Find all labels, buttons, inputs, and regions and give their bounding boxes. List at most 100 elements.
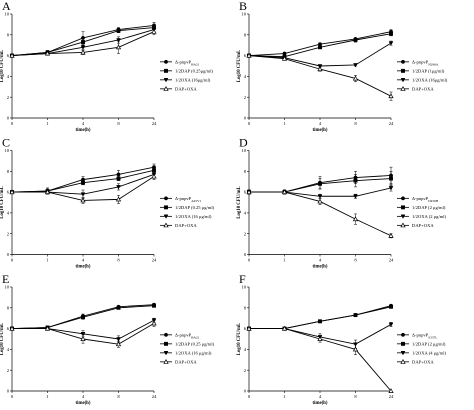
data-point [352,75,359,81]
legend-label-subscript: D456H [428,199,439,203]
legend-marker [164,205,168,210]
x-axis-label: time(h) [76,265,91,270]
data-point [116,337,121,342]
legend-label-subscript: S337L [428,335,437,339]
data-point [44,325,51,331]
x-tick-label: 8 [117,394,120,399]
legend-label: DAP+OXA [175,86,197,91]
legend-label-subscript: A45V1 [191,199,201,203]
legend-label: 1/2OXA (16 μg/ml) [175,350,212,355]
x-axis-label: time(h) [76,128,91,133]
x-tick-label: 8 [354,258,357,263]
data-point [388,186,394,191]
y-tick-label: 10 [241,12,246,17]
y-tick-label: 6 [244,53,247,58]
data-point [353,178,358,183]
data-point [281,189,288,195]
x-tick-label: 24 [152,258,157,263]
legend: Δ-pnpvPD456H 1/2DAP (2 μg/ml) 1/2OXA (2 μg… [397,196,447,228]
x-tick-label: 4 [82,121,85,126]
legend-marker [401,341,405,346]
y-tick-label: 0 [7,389,10,394]
legend-marker [400,214,406,219]
y-tick-label: 8 [7,169,10,174]
y-tick-label: 4 [7,347,10,352]
x-tick-label: 0 [248,394,251,399]
x-tick-label: 4 [82,258,85,263]
y-tick-label: 2 [7,368,10,373]
x-tick-label: 8 [117,258,120,263]
x-tick-label: 24 [389,258,394,263]
data-point [246,325,252,331]
data-point [389,176,393,181]
x-tick-label: 0 [11,394,14,399]
data-point [80,192,86,197]
y-axis-label: Log10 CFU/mL [237,186,242,218]
data-point [116,38,121,43]
y-tick-label: 0 [244,252,247,257]
data-point [81,315,85,320]
data-point [80,45,86,50]
y-axis-label: Log10 CFU/mL [237,50,242,82]
legend: Δ-pnpvPBA21 1/2DAP (0.25 μg/ml) 1/2OXA (16… [160,332,215,364]
x-tick-label: 0 [248,121,251,126]
legend-marker [163,214,169,219]
data-point [317,66,323,72]
data-point [281,55,288,61]
panel-letter: E [2,272,9,286]
legend-label-subscript: BA21 [191,335,199,339]
data-point [389,304,393,309]
y-axis-label: Log10 CFU/mL [0,186,5,218]
legend-label: Δ-pnpvPA45V1 [175,196,202,203]
series-triangle-up-open [246,52,394,101]
panel-letter: B [239,0,247,13]
panel-letter: D [239,136,248,150]
legend-label: DAP+OXA [175,223,197,228]
y-axis-label: Log10 CFU/mL [237,323,242,355]
legend-label: Δ-pnpvPD456H [412,196,439,203]
series-line [248,55,392,97]
x-axis-label: time(h) [313,265,328,270]
legend-marker [400,78,406,83]
x-tick-label: 1 [283,258,286,263]
y-tick-label: 2 [7,231,10,236]
legend-label: 1/2OXA (16μg/ml) [412,77,448,82]
legend-label: 1/2DAP (0.25μg/ml) [175,68,213,73]
series-circle-filled [247,29,393,58]
legend-label-subscript: BA21 [191,62,199,66]
series-line [249,306,392,330]
y-tick-label: 10 [4,12,9,17]
y-tick-label: 6 [7,53,10,58]
y-tick-label: 4 [244,211,247,216]
data-point [388,388,394,393]
x-tick-label: 24 [389,121,394,126]
legend-label: Δ-pnpvPS337L [412,332,437,339]
series-line [249,305,392,330]
data-point [115,196,122,202]
y-tick-label: 4 [7,211,10,216]
legend-marker [400,222,406,228]
data-point [352,346,359,352]
legend-label: 1/2OXA (16μg/ml) [175,77,211,82]
data-point [9,52,15,58]
series-triangle-up-open [9,173,157,204]
data-point [388,232,394,238]
data-point [388,41,394,46]
y-axis-label: Log10 CFU/mL [0,323,5,355]
legend-marker [163,78,169,83]
y-tick-label: 4 [244,347,247,352]
legend-marker [164,196,168,201]
data-point [318,181,322,186]
series-triangle-up-open [246,189,394,239]
legend-marker [164,68,168,73]
x-tick-label: 24 [152,394,157,399]
panel-letter: F [239,272,246,286]
y-tick-label: 6 [244,190,247,195]
data-point [353,63,358,68]
data-point [152,168,156,173]
x-tick-label: 1 [46,394,49,399]
